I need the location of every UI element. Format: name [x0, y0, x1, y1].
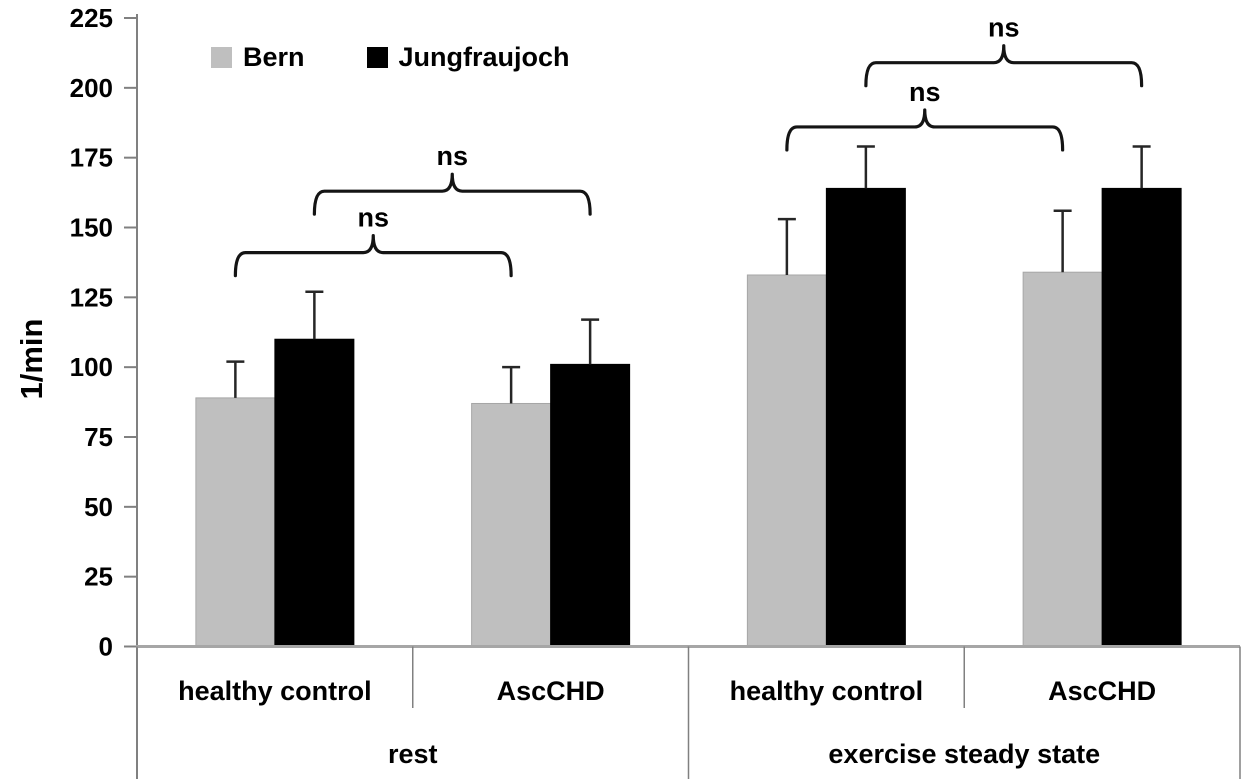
y-tick-label-100: 100: [70, 352, 113, 382]
significance-bracket-3: [864, 44, 1144, 88]
significance-label-2: ns: [909, 77, 941, 107]
bar-bern-3: [1022, 271, 1103, 647]
bar-jungfraujoch-0: [274, 338, 355, 647]
legend-swatch-jungfraujoch: [366, 47, 388, 68]
bar-jungfraujoch-3: [1101, 187, 1182, 647]
category-label-1-ascchd: AscCHD: [497, 676, 605, 706]
significance-bracket-1: [312, 172, 592, 216]
y-tick-label-75: 75: [84, 422, 113, 452]
legend-swatch-bern: [211, 47, 232, 68]
legend-item-bern: Bern: [211, 44, 305, 71]
bar-jungfraujoch-2: [825, 187, 906, 647]
bar-bern-0: [195, 397, 276, 648]
y-tick-label-150: 150: [70, 213, 113, 243]
category-label-2-healthy-control: healthy control: [730, 676, 924, 706]
significance-bracket-0: [233, 234, 513, 278]
y-tick-label-50: 50: [84, 492, 113, 522]
group-label-exercise-steady-state: exercise steady state: [828, 739, 1100, 769]
y-tick-label-200: 200: [70, 73, 113, 103]
significance-label-0: ns: [357, 203, 389, 233]
bar-jungfraujoch-1: [550, 363, 631, 647]
y-tick-label-225: 225: [70, 3, 113, 33]
legend: Bern Jungfraujoch: [211, 44, 570, 71]
significance-label-1: ns: [436, 141, 468, 171]
category-label-0-healthy-control: healthy control: [178, 676, 372, 706]
y-tick-label-0: 0: [99, 632, 113, 662]
y-tick-label-175: 175: [70, 143, 113, 173]
legend-label-bern: Bern: [243, 42, 305, 72]
significance-label-3: ns: [988, 13, 1020, 43]
category-label-3-ascchd: AscCHD: [1048, 676, 1156, 706]
y-axis-title: 1/min: [14, 318, 49, 400]
significance-bracket-2: [785, 108, 1065, 152]
group-label-rest: rest: [388, 739, 438, 769]
legend-item-jungfraujoch: Jungfraujoch: [366, 42, 570, 72]
bar-bern-1: [471, 402, 552, 648]
legend-label-jungfraujoch: Jungfraujoch: [398, 42, 570, 72]
bar-bern-2: [746, 274, 827, 647]
y-tick-label-25: 25: [84, 562, 113, 592]
y-tick-label-125: 125: [70, 282, 113, 312]
